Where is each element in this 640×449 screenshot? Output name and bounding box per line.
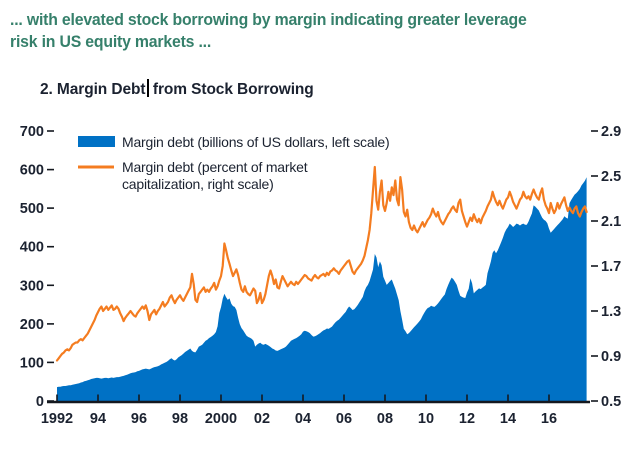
right-axis-label: 1.7 <box>601 259 621 275</box>
legend-swatch-margin-debt <box>78 136 115 147</box>
left-axis-label: 300 <box>20 278 44 294</box>
text-cursor <box>147 79 149 97</box>
x-axis-label: 1992 <box>41 411 73 427</box>
x-axis-label: 02 <box>254 411 270 427</box>
right-axis-label: 2.5 <box>601 169 621 185</box>
caption-line-2: risk in US equity markets ... <box>10 32 212 51</box>
left-axis-label: 400 <box>20 240 44 256</box>
right-axis-label: 0.9 <box>601 349 621 365</box>
x-axis-label: 10 <box>418 411 434 427</box>
legend-label-margin-debt: Margin debt (billions of US dollars, lef… <box>122 134 389 150</box>
caption-line-1: ... with elevated stock borrowing by mar… <box>10 10 527 29</box>
left-axis-label: 700 <box>20 124 44 140</box>
right-axis-label: 2.1 <box>601 214 621 230</box>
x-axis-label: 04 <box>295 411 311 427</box>
legend-label-margin-debt-pct-line2: capitalization, right scale) <box>122 176 274 192</box>
x-axis-label: 06 <box>336 411 352 427</box>
x-axis-label: 2000 <box>205 411 237 427</box>
x-axis-label: 94 <box>90 411 106 427</box>
x-axis-label: 14 <box>500 411 516 427</box>
left-axis-label: 500 <box>20 201 44 217</box>
left-axis-label: 100 <box>20 355 44 371</box>
margin-debt-area-series <box>57 177 587 401</box>
x-axis-label: 98 <box>172 411 188 427</box>
right-axis-label: 0.5 <box>601 394 621 410</box>
chart-title[interactable]: 2. Margin Debt from Stock Borrowing <box>40 79 314 99</box>
right-axis-label: 1.3 <box>601 304 621 320</box>
legend-label-margin-debt-pct-line1: Margin debt (percent of market <box>122 159 308 175</box>
margin-debt-percent-line-series <box>55 165 588 362</box>
chart-title-part1: 2. Margin Debt <box>40 81 146 98</box>
x-axis-label: 96 <box>131 411 147 427</box>
chart-title-part2: from Stock Borrowing <box>152 81 314 98</box>
left-axis-label: 0 <box>36 394 44 410</box>
right-axis-label: 2.9 <box>601 124 621 140</box>
x-axis-label: 08 <box>377 411 393 427</box>
x-axis-label: 12 <box>459 411 475 427</box>
x-axis-label: 16 <box>541 411 557 427</box>
left-axis-label: 600 <box>20 163 44 179</box>
figure-caption: ... with elevated stock borrowing by mar… <box>10 9 527 53</box>
left-axis-label: 200 <box>20 317 44 333</box>
